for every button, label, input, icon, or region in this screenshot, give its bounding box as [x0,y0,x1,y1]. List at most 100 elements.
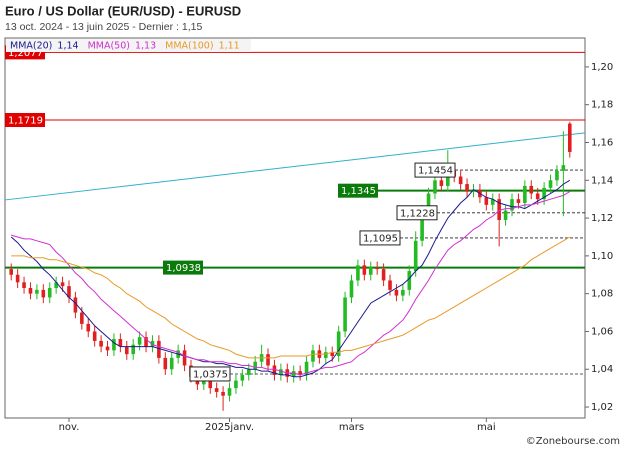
y-tick-label: 1,20 [591,62,613,73]
candle-body [510,199,514,211]
candle-body [22,282,26,288]
x-tick-label: mars [339,422,364,433]
candle-body [535,193,540,200]
candle-body [291,371,296,377]
candle-body [99,340,103,347]
candle-body [118,339,123,347]
y-tick-label: 1,08 [591,289,613,300]
candle-body [465,184,469,192]
y-tick-label: 1,10 [591,251,613,262]
candle-body [214,388,219,392]
candle-body [253,361,257,370]
candle-body [60,282,65,287]
candle-body [433,180,437,194]
candle-body [349,280,354,298]
level-label-box [414,162,456,178]
x-tick-label: 2025janv. [205,422,254,433]
candle-body [35,289,39,294]
candle-body [80,312,84,324]
candle-body [202,378,206,385]
candle-body [15,274,20,283]
candle-body [266,354,270,366]
candle-body [41,289,46,298]
candle-body [368,267,373,275]
legend-value: 1,13 [135,41,156,52]
candle-body [124,346,129,355]
candle-body [227,388,232,396]
level-label: 1,1719 [8,116,43,127]
candle-body [240,374,245,381]
x-tick-label: mai [477,422,496,433]
y-tick-label: 1,04 [591,364,613,375]
candle-body [439,180,444,186]
moving-average-line [11,236,571,359]
legend-name: MMA(50) [88,41,130,52]
candle-body [234,380,238,389]
candle-body [86,323,91,332]
candle-body [137,337,142,345]
candle-body [298,371,302,375]
candle-body [272,365,277,375]
trendline [4,132,586,201]
candle-body [471,189,476,192]
candle-body [407,270,412,290]
candle-body [343,297,347,332]
candle-body [330,352,335,357]
x-tick-label: nov. [59,422,80,433]
candle-body [144,337,148,347]
source: ©Zonebourse.com [526,436,620,447]
moving-average-line [11,191,571,376]
level-label: 1,2077 [8,48,43,59]
level-label-box [359,230,401,246]
candle-body [394,289,399,296]
candle-body [92,331,97,341]
level-label-box [396,205,438,221]
candle-body [490,199,495,205]
candle-body [169,357,174,370]
candle-body [413,240,418,271]
candle-body [336,331,341,357]
candle-body [388,280,392,290]
candle-body [208,378,213,389]
y-tick-label: 1,06 [591,326,613,337]
candle-body [311,350,315,362]
candle-body [163,357,168,370]
legend-value: 1,14 [57,41,78,52]
legend-name: MMA(20) [10,41,52,52]
candle-body [381,269,386,281]
chart-title: Euro / US Dollar (EUR/USD) - EURUSD [5,3,241,18]
candle-body [567,123,572,152]
level-label-box [5,113,45,128]
candle-body [458,176,463,185]
candle-body [9,269,14,275]
candle-body [426,193,431,211]
candle-body [484,197,489,205]
candle-body [375,267,379,270]
candle-body [47,287,52,298]
level-label: 1,0375 [193,369,228,380]
candle-body [529,185,534,194]
moving-average-line [10,179,571,378]
candle-body [182,350,187,366]
legend-name: MMA(100) [165,41,213,52]
candle-body [356,265,360,281]
candle-body [548,180,553,188]
candle-body [246,369,251,375]
candle-body [54,282,58,288]
candle-body [28,287,33,294]
level-label-box [163,260,203,275]
candle-body [446,170,450,186]
level-label: 1,0938 [166,263,201,274]
candle-body [523,185,527,203]
y-tick-label: 1,16 [591,137,613,148]
candle-body [105,346,110,351]
candle-body [73,297,78,313]
legend-value: 1,11 [219,41,240,52]
level-label: 1,1095 [363,233,398,244]
legend-box [6,39,251,52]
level-label-box [338,183,378,198]
candle-body [221,391,225,396]
level-label: 1,1454 [418,166,453,177]
candle-body [157,340,161,358]
